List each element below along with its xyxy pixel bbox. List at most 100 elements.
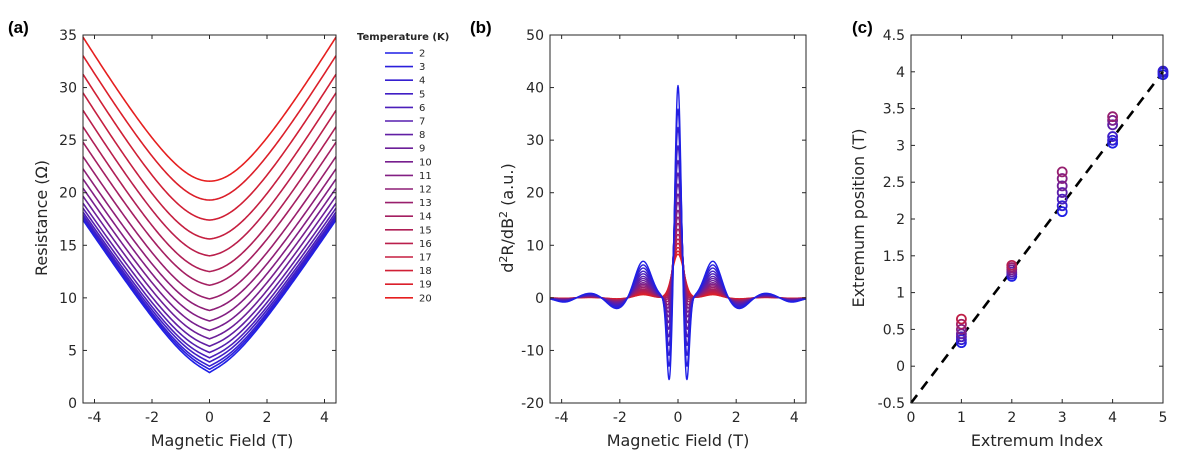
- resistance-curve: [82, 207, 337, 354]
- resistance-x-tick-label: -4: [88, 410, 102, 426]
- legend-label: 12: [419, 185, 432, 196]
- panel-label-a: (a): [8, 18, 29, 37]
- resistance-y-axis-label: Resistance (Ω): [32, 160, 51, 276]
- resistance-curve: [82, 109, 337, 257]
- extremum-y-tick-label: -0.5: [878, 396, 905, 412]
- resistance-curve: [82, 214, 337, 363]
- resistance-x-axis-label: Magnetic Field (T): [151, 431, 294, 450]
- second-derivative-y-tick-label: 30: [526, 133, 544, 149]
- resistance-curve: [82, 195, 337, 340]
- resistance-axes: -4 -2 0 2 4 0 5 10 15 20 25 30 35: [59, 28, 337, 426]
- legend-label: 6: [419, 103, 425, 114]
- extremum-x-tick-label: 2: [1007, 410, 1016, 426]
- extremum-point: [1107, 134, 1118, 146]
- resistance-curve: [82, 219, 337, 374]
- fit-line: [909, 71, 1165, 404]
- extremum-y-tick-label: 1.5: [883, 249, 905, 265]
- extremum-x-tick-label: 4: [1108, 410, 1117, 426]
- extremum-x-axis-label: Extremum Index: [971, 431, 1103, 450]
- resistance-curve: [82, 168, 337, 312]
- extremum-point: [1056, 180, 1068, 192]
- extremum-axes: 0 1 2 3 4 5-0.500.511.522.533.544.5: [878, 28, 1168, 426]
- second-derivative-curve: [549, 159, 807, 338]
- extremum-y-tick-label: 0.5: [883, 322, 905, 338]
- extremum-point: [1056, 187, 1068, 198]
- second-derivative-y-tick-label: 40: [526, 81, 544, 97]
- resistance-plot: -4 -2 0 2 4 0 5 10 15 20 25 30 35 Magnetic Field (T)…: [32, 28, 337, 450]
- resistance-y-tick-label: 25: [59, 133, 77, 149]
- extremum-point: [1056, 173, 1068, 184]
- legend-label: 18: [419, 266, 432, 277]
- resistance-y-tick-label: 10: [59, 291, 77, 307]
- second-derivative-y-tick-label: 0: [535, 291, 544, 307]
- resistance-y-tick-label: 5: [68, 343, 77, 359]
- second-derivative-y-tick-label: 20: [526, 186, 544, 202]
- resistance-curve: [82, 217, 337, 371]
- resistance-x-tick-label: -2: [145, 410, 159, 426]
- extremum-point: [1056, 166, 1068, 178]
- resistance-y-tick-label: 0: [68, 396, 77, 412]
- second-derivative-x-tick-label: 2: [732, 410, 741, 426]
- extremum-plot: 0 1 2 3 4 5-0.500.511.522.533.544.5 Extremum …: [849, 28, 1169, 450]
- extremum-y-tick-label: 0: [896, 359, 905, 375]
- second-derivative-x-tick-label: -2: [613, 410, 627, 426]
- second-derivative-y-axis-label: d2R/dB2 (a.u.): [497, 163, 518, 272]
- extremum-point: [1006, 259, 1018, 271]
- extremum-marks: [909, 65, 1169, 404]
- resistance-curve: [82, 178, 337, 322]
- extremum-point: [1107, 111, 1118, 123]
- extremum-y-axis-label: Extremum position (T): [849, 128, 868, 307]
- legend-label: 19: [419, 280, 432, 291]
- legend-label: 5: [419, 89, 425, 100]
- legend-label: 3: [419, 62, 425, 73]
- legend-label: 9: [419, 144, 425, 155]
- extremum-y-tick-label: 3: [896, 138, 905, 154]
- resistance-y-tick-label: 15: [59, 238, 77, 254]
- second-derivative-y-tick-label: -20: [521, 396, 544, 412]
- extremum-x-tick-label: 1: [957, 410, 966, 426]
- extremum-y-tick-label: 1: [896, 286, 905, 302]
- resistance-y-tick-label: 20: [59, 186, 77, 202]
- legend-label: 14: [419, 212, 432, 223]
- resistance-curve: [82, 156, 337, 300]
- second-derivative-curves: [549, 84, 807, 381]
- resistance-curve: [82, 141, 337, 287]
- legend-label: 10: [419, 157, 432, 168]
- extremum-point: [1107, 119, 1118, 131]
- resistance-y-tick-label: 30: [59, 81, 77, 97]
- resistance-x-tick-label: 0: [205, 410, 214, 426]
- extremum-x-tick-label: 0: [907, 410, 916, 426]
- extremum-plot-frame: [910, 34, 1164, 404]
- extremum-y-tick-label: 3.5: [883, 102, 905, 118]
- extremum-point: [956, 323, 967, 335]
- legend-title: Temperature (K): [357, 32, 449, 43]
- legend-label: 7: [419, 117, 425, 128]
- second-derivative-curve: [549, 233, 807, 301]
- resistance-x-tick-label: 2: [263, 410, 272, 426]
- second-derivative-curve: [549, 250, 807, 300]
- extremum-point: [1107, 131, 1118, 142]
- resistance-curve: [82, 73, 337, 221]
- second-derivative-x-tick-label: 0: [674, 410, 683, 426]
- resistance-curve: [82, 211, 337, 359]
- legend-label: 17: [419, 253, 432, 264]
- second-derivative-curve: [549, 183, 807, 324]
- legend-label: 8: [419, 130, 425, 141]
- resistance-curves: [82, 36, 337, 374]
- second-derivative-x-axis-label: Magnetic Field (T): [607, 431, 750, 450]
- legend-label: 16: [419, 239, 432, 250]
- extremum-point: [1056, 193, 1068, 205]
- second-derivative-curve: [549, 193, 807, 318]
- extremum-y-tick-label: 2: [896, 212, 905, 228]
- legend-label: 13: [419, 198, 432, 209]
- extremum-x-tick-label: 5: [1159, 410, 1168, 426]
- resistance-y-tick-label: 35: [59, 28, 77, 44]
- second-derivative-y-tick-label: 50: [526, 28, 544, 44]
- legend-label: 2: [419, 49, 425, 60]
- extremum-y-tick-label: 4.5: [883, 28, 905, 44]
- second-derivative-curve: [549, 246, 807, 300]
- legend-label: 20: [419, 293, 432, 304]
